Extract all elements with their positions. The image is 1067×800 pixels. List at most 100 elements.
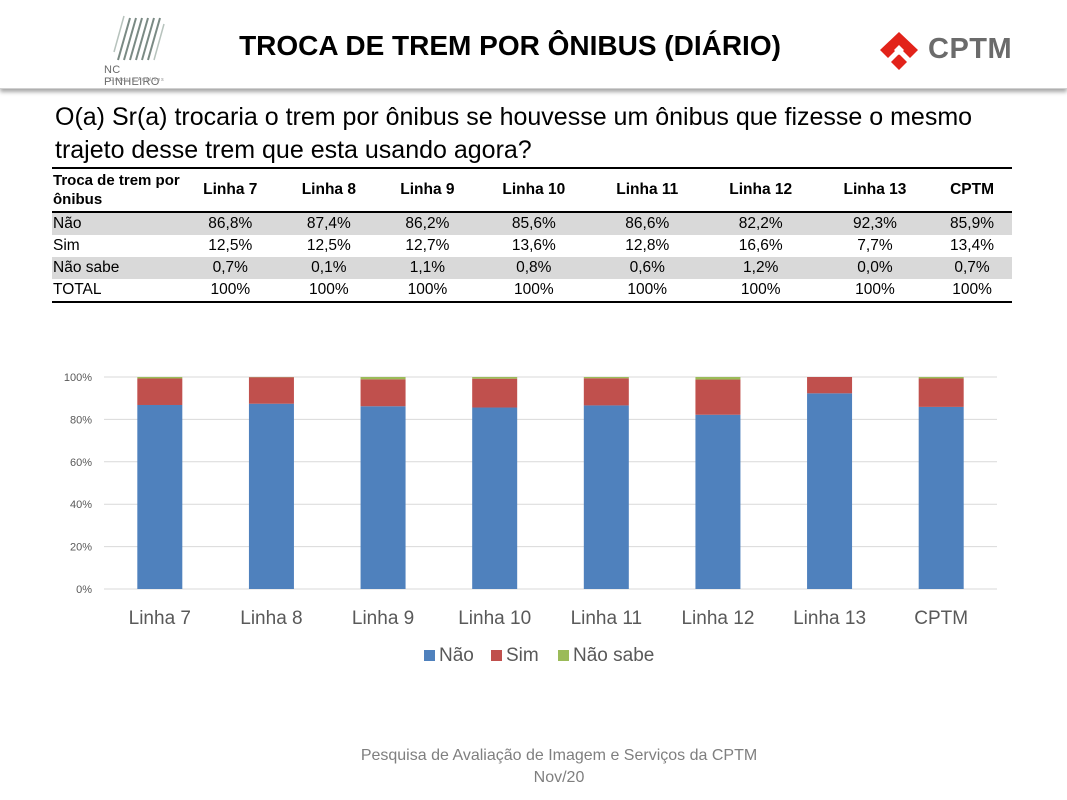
x-tick-label: Linha 9	[352, 608, 414, 629]
results-table: Troca de trem por ônibus Linha 7 Linha 8…	[52, 167, 1012, 303]
table-cell: 13,6%	[511, 237, 556, 254]
legend-label: Não sabe	[573, 645, 654, 666]
table-corner-label: Troca de trem por ônibus	[52, 167, 181, 213]
table-cell: 86,8%	[181, 212, 280, 235]
row-label: Não	[52, 212, 181, 235]
bar-segment	[248, 403, 294, 589]
survey-question: O(a) Sr(a) trocaria o trem por ônibus se…	[55, 103, 973, 164]
table-cell: 0,0%	[817, 257, 933, 279]
table-cell: 86,6%	[590, 212, 704, 235]
row-label: TOTAL	[52, 279, 181, 303]
bar-segment	[583, 405, 629, 589]
y-tick-label: 60%	[70, 457, 92, 469]
bar-segment	[472, 377, 518, 379]
cptm-logo-text: CPTM	[928, 33, 1013, 65]
y-tick-label: 100%	[64, 372, 92, 384]
y-tick-label: 80%	[70, 414, 92, 426]
column-header: Linha 10	[476, 167, 591, 213]
table-cell: 16,6%	[738, 237, 783, 254]
cptm-logo: CPTM	[876, 30, 1016, 70]
x-tick-label: Linha 12	[681, 608, 754, 629]
table-cell: 1,1%	[378, 257, 477, 279]
x-tick-label: CPTM	[914, 608, 968, 629]
x-tick-label: Linha 8	[240, 608, 302, 629]
row-label: Sim	[53, 237, 80, 254]
table-row: Sim 12,5% 12,5% 12,7% 13,6% 12,8% 16,6% …	[52, 235, 1012, 257]
table-cell: 12,7%	[405, 237, 450, 254]
table-cell: 100%	[476, 279, 591, 303]
bar-segment	[360, 406, 406, 589]
bar-segment	[695, 379, 741, 415]
bar-segment	[360, 379, 406, 407]
bar-segment	[807, 377, 853, 394]
y-tick-label: 0%	[76, 584, 92, 596]
x-tick-label: Linha 11	[571, 608, 643, 629]
table-cell: 100%	[590, 279, 704, 303]
table-cell: 1,2%	[703, 257, 818, 279]
table-row: Não sabe 0,7% 0,1% 1,1% 0,8% 0,6% 1,2% 0…	[52, 257, 1012, 279]
footer-survey-name: Pesquisa de Avaliação de Imagem e Serviç…	[360, 747, 758, 764]
bar-segment	[807, 393, 853, 589]
bar-segment	[472, 378, 518, 408]
legend-swatch	[424, 650, 435, 661]
table-row: TOTAL 100% 100% 100% 100% 100% 100% 100%…	[52, 279, 1012, 303]
bar-segment	[583, 377, 629, 379]
column-header: Linha 13	[817, 167, 933, 213]
table-cell: 100%	[279, 279, 379, 303]
row-label: Não sabe	[52, 257, 181, 279]
table-cell: 85,6%	[476, 212, 591, 235]
legend-swatch	[491, 650, 502, 661]
x-tick-label: Linha 7	[129, 608, 191, 629]
column-header: CPTM	[932, 167, 1012, 213]
x-tick-label: Linha 10	[458, 608, 531, 629]
page-title: TROCA DE TREM POR ÔNIBUS (DIÁRIO)	[239, 30, 781, 61]
bar-segment	[137, 378, 183, 405]
column-header: Linha 12	[703, 167, 818, 213]
table-cell: 0,6%	[590, 257, 704, 279]
table-cell: 85,9%	[932, 212, 1012, 235]
x-tick-label: Linha 13	[793, 608, 866, 629]
legend-label: Sim	[506, 645, 539, 666]
y-tick-label: 20%	[70, 542, 92, 554]
bar-segment	[360, 377, 406, 380]
table-row: Não 86,8% 87,4% 86,2% 85,6% 86,6% 82,2% …	[52, 212, 1012, 235]
bar-segment	[918, 406, 964, 589]
table-cell: 0,7%	[932, 257, 1012, 279]
bar-segment	[695, 377, 741, 380]
column-header: Linha 7	[181, 167, 280, 213]
column-header: Linha 8	[279, 167, 379, 213]
table-cell: 87,4%	[279, 212, 379, 235]
table-cell: 13,4%	[950, 237, 994, 254]
y-tick-label: 40%	[70, 499, 92, 511]
footer: Pesquisa de Avaliação de Imagem e Serviç…	[0, 745, 1067, 789]
bar-segment	[695, 414, 741, 589]
table-cell: 7,7%	[857, 237, 893, 254]
cptm-logo-mark-icon	[880, 32, 918, 70]
bar-segment	[918, 378, 964, 407]
table-cell: 0,8%	[476, 257, 591, 279]
table-cell: 100%	[378, 279, 477, 303]
table-cell: 82,2%	[703, 212, 818, 235]
bar-segment	[472, 407, 518, 589]
table-cell: 12,5%	[208, 237, 253, 254]
footer-date: Nov/20	[533, 769, 585, 786]
stacked-bar-chart: 0% 20% 40% 60% 80% 100% Linha 7 Linha 8 Linha 9 L…	[64, 372, 997, 666]
bar-segment	[137, 377, 183, 379]
table-header-row: Troca de trem por ônibus Linha 7 Linha 8…	[52, 167, 1012, 213]
table-cell: 0,7%	[181, 257, 280, 279]
bar-segment	[137, 404, 183, 589]
table-cell: 86,2%	[378, 212, 477, 235]
table-cell: 12,5%	[306, 237, 351, 254]
logo-left-text: NC PINHEIRO	[104, 64, 160, 88]
bar-segment	[583, 378, 629, 406]
column-header: Linha 9	[378, 167, 477, 213]
table-cell: 100%	[932, 279, 1012, 303]
table-cell: 100%	[181, 279, 280, 303]
legend-label: Não	[439, 645, 474, 666]
table-cell: 12,8%	[625, 237, 670, 254]
column-header: Linha 11	[590, 167, 704, 213]
logo-left-tagline: Dados e Análises	[110, 77, 165, 83]
bar-segment	[248, 377, 294, 404]
table-cell: 100%	[817, 279, 933, 303]
table-cell: 0,1%	[279, 257, 379, 279]
